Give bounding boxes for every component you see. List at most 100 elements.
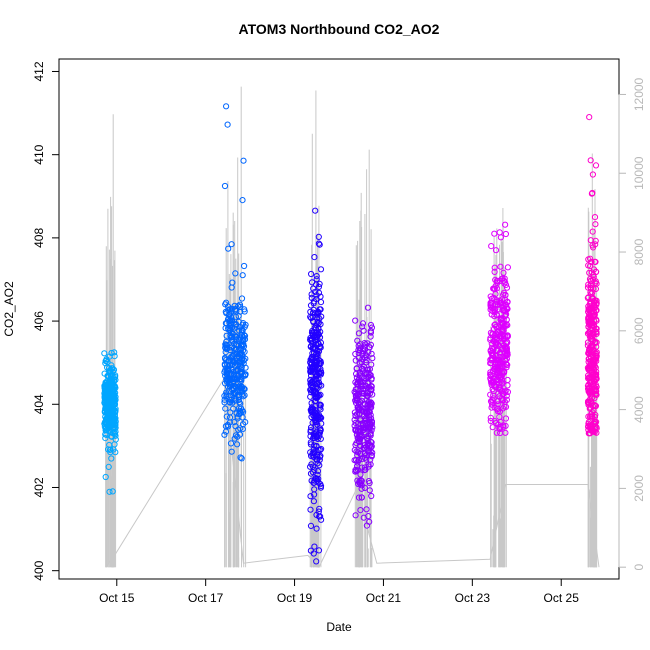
data-point xyxy=(313,411,320,418)
data-point xyxy=(222,325,229,332)
data-point xyxy=(361,401,369,408)
data-point xyxy=(101,383,108,390)
data-point xyxy=(369,355,376,362)
data-point xyxy=(227,317,234,324)
data-point xyxy=(588,277,595,284)
data-point xyxy=(589,228,596,235)
data-point xyxy=(496,323,503,330)
data-point xyxy=(497,234,504,241)
data-point xyxy=(360,387,367,394)
data-point xyxy=(234,433,241,440)
data-point xyxy=(231,376,239,383)
data-point xyxy=(358,494,365,501)
data-point xyxy=(487,391,494,398)
data-point xyxy=(363,452,370,459)
data-point xyxy=(314,394,321,401)
data-point xyxy=(229,279,236,286)
data-point xyxy=(242,321,249,328)
data-point xyxy=(489,401,496,408)
data-point xyxy=(500,277,508,284)
data-point xyxy=(500,316,507,323)
data-point xyxy=(502,403,510,410)
data-point xyxy=(352,468,359,475)
y2-tick-label: 8000 xyxy=(632,238,646,265)
data-point xyxy=(363,416,370,423)
data-point xyxy=(307,441,314,448)
data-point xyxy=(223,338,230,345)
data-point xyxy=(226,319,233,326)
data-point xyxy=(228,448,235,455)
data-point xyxy=(592,340,599,347)
data-point xyxy=(221,399,228,406)
data-point xyxy=(361,445,368,452)
data-point xyxy=(593,329,600,336)
data-point xyxy=(241,348,248,355)
data-point xyxy=(363,434,370,442)
data-point xyxy=(591,258,598,265)
data-point xyxy=(487,336,494,343)
y2-tick-label: 0 xyxy=(632,564,646,571)
data-point xyxy=(369,391,376,398)
data-point xyxy=(239,342,246,349)
data-point xyxy=(357,341,364,348)
data-point xyxy=(228,307,235,314)
data-point xyxy=(241,392,248,399)
data-point xyxy=(313,376,320,383)
data-point xyxy=(312,207,319,214)
data-point xyxy=(365,380,372,387)
data-point xyxy=(487,414,494,421)
data-point xyxy=(585,420,592,427)
data-point xyxy=(500,333,507,340)
data-point xyxy=(355,330,362,337)
data-point xyxy=(222,428,229,435)
data-point xyxy=(315,547,323,554)
data-point xyxy=(361,464,368,471)
data-point xyxy=(356,375,363,382)
data-point xyxy=(586,363,593,370)
data-point xyxy=(586,367,593,374)
data-point xyxy=(110,387,118,394)
data-point xyxy=(502,279,509,286)
data-point xyxy=(230,368,237,375)
data-point xyxy=(312,341,320,348)
data-point xyxy=(368,350,375,357)
data-point xyxy=(231,391,238,398)
y-tick-label: 404 xyxy=(32,394,46,414)
data-point xyxy=(497,299,504,306)
data-point xyxy=(224,303,232,310)
data-point xyxy=(360,327,367,334)
data-point xyxy=(239,391,246,398)
data-point xyxy=(308,406,315,413)
data-point xyxy=(241,386,248,393)
data-point xyxy=(313,428,320,435)
data-point xyxy=(586,349,593,356)
data-point xyxy=(502,322,509,329)
data-point xyxy=(313,418,320,425)
data-point xyxy=(354,477,361,484)
data-point xyxy=(585,294,592,301)
data-point xyxy=(504,351,511,358)
data-point xyxy=(356,410,363,417)
data-point xyxy=(318,516,325,523)
y-tick-label: 402 xyxy=(32,477,46,497)
data-point xyxy=(240,393,247,400)
data-point xyxy=(355,342,362,349)
data-point xyxy=(487,356,494,363)
data-point xyxy=(489,386,496,393)
data-point xyxy=(593,374,600,381)
y-tick-label: 410 xyxy=(32,144,46,164)
data-point xyxy=(238,295,246,302)
data-point xyxy=(112,428,119,435)
data-point xyxy=(502,292,509,299)
data-point xyxy=(492,247,500,254)
data-point xyxy=(488,344,495,351)
data-point xyxy=(591,426,599,433)
data-point xyxy=(592,278,599,285)
data-point xyxy=(353,396,360,404)
data-point xyxy=(587,398,594,405)
data-point xyxy=(317,321,324,328)
data-point xyxy=(366,487,373,494)
data-point xyxy=(103,356,110,363)
data-point xyxy=(592,268,600,275)
